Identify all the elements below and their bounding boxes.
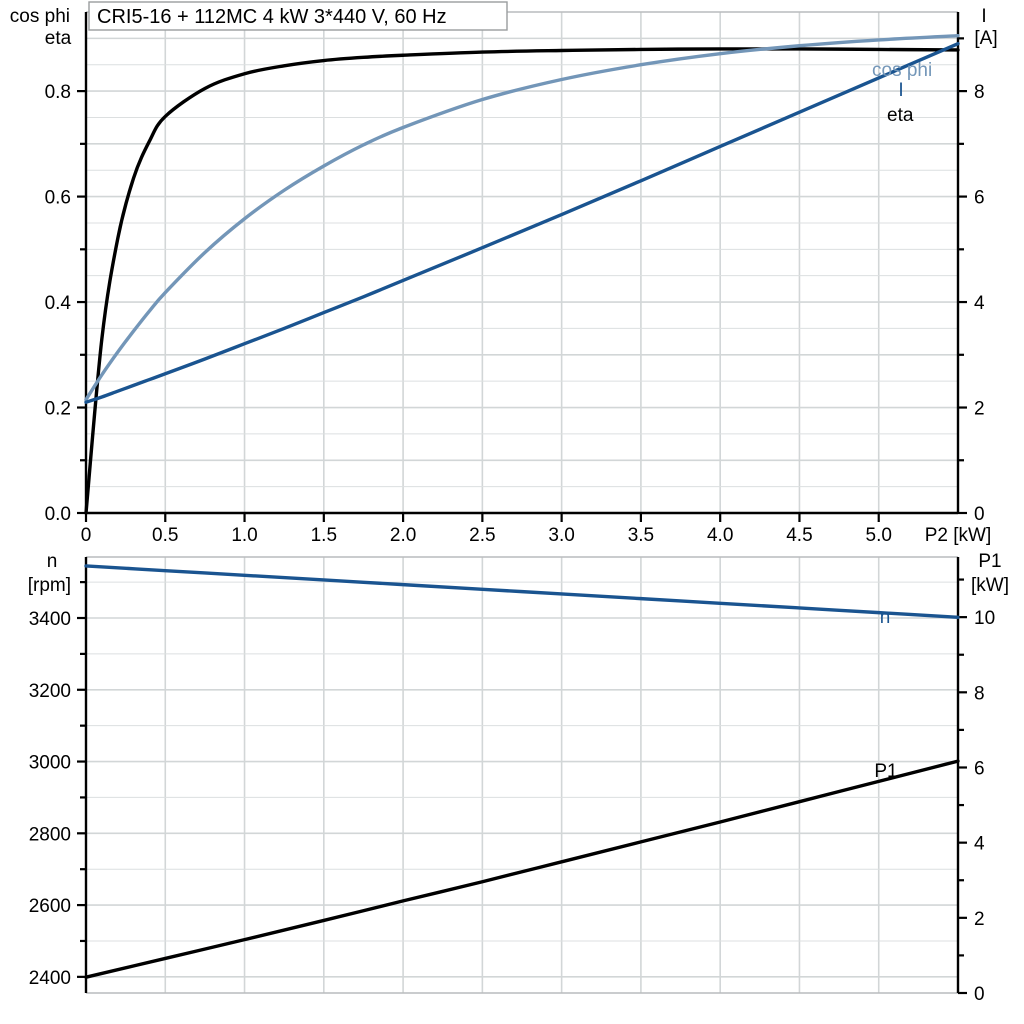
curve-I <box>84 41 960 404</box>
svg-text:3200: 3200 <box>29 681 71 702</box>
svg-text:P1: P1 <box>874 761 897 782</box>
curve-cos-phi <box>84 34 960 402</box>
svg-text:4: 4 <box>974 293 985 314</box>
bottom-chart-svg: 2400 2600 2800 3000 3200 3400 0 2 4 6 8 10 n [rpm] P1 [… <box>28 551 1009 1005</box>
chart-title-box: CRI5-16 + 112MC 4 kW 3*440 V, 60 Hz <box>88 1 508 31</box>
svg-text:3000: 3000 <box>29 753 71 774</box>
bottom-left-tick-labels: 2400 2600 2800 3000 3200 3400 <box>29 581 86 989</box>
svg-text:0.6: 0.6 <box>45 188 71 209</box>
svg-text:5.0: 5.0 <box>866 525 892 545</box>
svg-text:4.0: 4.0 <box>707 525 733 545</box>
svg-text:eta: eta <box>45 28 72 49</box>
svg-text:8: 8 <box>974 683 985 704</box>
svg-text:cos phi: cos phi <box>872 60 932 81</box>
top-x-tick-labels: 0 0.5 1.0 1.5 2.0 2.5 3.0 3.5 4.0 4.5 5.0 P2 [kW] <box>81 513 992 545</box>
speed-power-chart: 2400 2600 2800 3000 3200 3400 0 2 4 6 8 10 n [rpm] P1 [… <box>0 545 1024 1024</box>
svg-text:0.8: 0.8 <box>45 82 71 103</box>
svg-text:0.4: 0.4 <box>45 293 72 314</box>
top-right-tick-labels: 0 2 4 6 8 <box>958 37 985 525</box>
svg-text:3400: 3400 <box>29 609 71 630</box>
svg-text:1.0: 1.0 <box>231 525 257 545</box>
svg-text:3.0: 3.0 <box>548 525 574 545</box>
bottom-curve-labels: n P1 <box>874 607 897 782</box>
svg-text:0.0: 0.0 <box>45 504 71 525</box>
curve-P1 <box>84 759 960 979</box>
svg-text:2600: 2600 <box>29 896 71 917</box>
svg-text:eta: eta <box>887 105 914 126</box>
curve-eta <box>84 47 960 515</box>
svg-text:1.5: 1.5 <box>311 525 337 545</box>
svg-text:2800: 2800 <box>29 824 71 845</box>
svg-text:0.5: 0.5 <box>152 525 178 545</box>
svg-text:I: I <box>981 6 986 27</box>
svg-text:0: 0 <box>81 525 92 545</box>
svg-text:8: 8 <box>974 82 985 103</box>
top-chart-svg: 0.0 0.2 0.4 0.6 0.8 0 2 4 6 8 0 0.5 1.0 1.5 2.0 2.5 3.0 3… <box>10 1 998 545</box>
svg-text:6: 6 <box>974 188 985 209</box>
svg-text:0: 0 <box>974 504 985 525</box>
svg-text:P1: P1 <box>978 551 1001 572</box>
top-gridlines <box>86 12 959 513</box>
top-curves <box>84 34 960 515</box>
svg-text:0: 0 <box>974 984 985 1005</box>
top-axes <box>84 12 960 515</box>
svg-text:2400: 2400 <box>29 968 71 989</box>
svg-text:I: I <box>898 80 903 101</box>
bottom-axes <box>84 557 960 993</box>
efficiency-current-chart: 0.0 0.2 0.4 0.6 0.8 0 2 4 6 8 0 0.5 1.0 1.5 2.0 2.5 3.0 3… <box>10 1 998 545</box>
top-left-tick-labels: 0.0 0.2 0.4 0.6 0.8 <box>45 82 86 525</box>
bottom-right-tick-labels: 0 2 4 6 8 10 <box>958 578 995 1005</box>
svg-text:10: 10 <box>974 608 995 629</box>
svg-text:[A]: [A] <box>974 28 997 49</box>
svg-text:4: 4 <box>974 834 985 855</box>
svg-text:n: n <box>47 551 58 572</box>
svg-text:0.2: 0.2 <box>45 399 71 420</box>
svg-text:[kW]: [kW] <box>971 575 1009 596</box>
svg-text:n: n <box>880 607 891 628</box>
svg-text:2: 2 <box>974 399 985 420</box>
svg-text:CRI5-16 + 112MC 4 kW 3*440: CRI5-16 + 112MC 4 kW 3*440 V, 60 Hz <box>97 6 447 28</box>
svg-text:4.5: 4.5 <box>786 525 812 545</box>
svg-text:cos phi: cos phi <box>10 6 70 27</box>
svg-text:6: 6 <box>974 758 985 779</box>
svg-text:P2 [kW]: P2 [kW] <box>925 525 992 545</box>
svg-text:[rpm]: [rpm] <box>28 575 71 596</box>
svg-text:2.5: 2.5 <box>469 525 495 545</box>
bottom-curves <box>84 564 960 979</box>
svg-text:2.0: 2.0 <box>390 525 416 545</box>
svg-text:3.5: 3.5 <box>628 525 654 545</box>
curve-n <box>84 564 960 619</box>
svg-text:2: 2 <box>974 909 985 930</box>
bottom-gridlines <box>86 557 959 993</box>
bottom-axis-titles: n [rpm] P1 [kW] <box>28 551 1009 596</box>
